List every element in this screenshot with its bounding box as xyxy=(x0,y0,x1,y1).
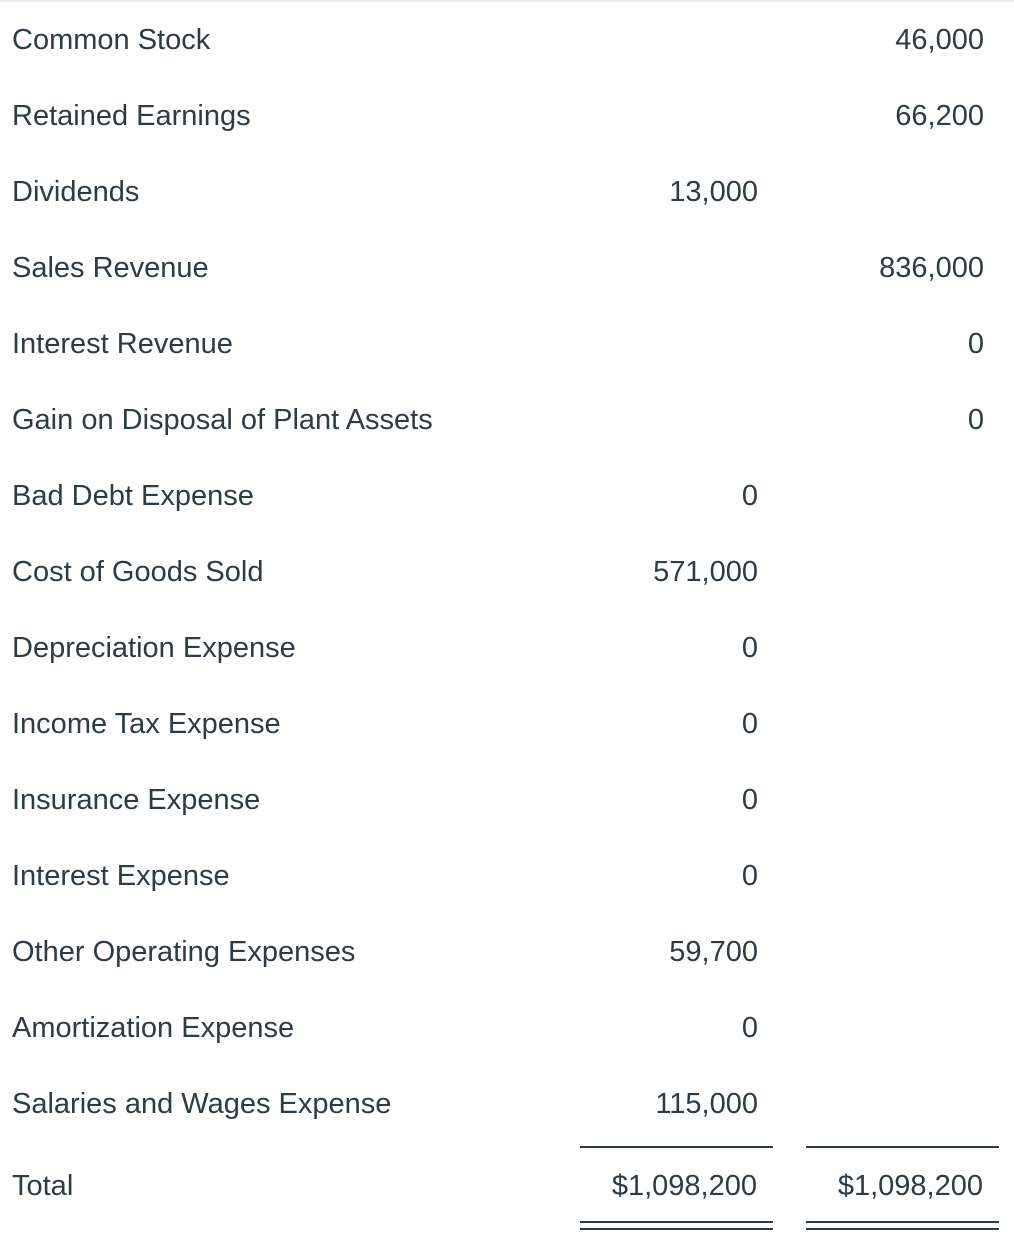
account-name: Bad Debt Expense xyxy=(12,480,254,512)
table-row: Amortization Expense 0 xyxy=(0,994,1014,1070)
table-row: Common Stock 46,000 xyxy=(0,6,1014,82)
total-debit-cell: $1,098,200 xyxy=(580,1146,773,1230)
table-row: Depreciation Expense 0 xyxy=(0,614,1014,690)
account-name: Insurance Expense xyxy=(12,784,261,816)
table-row: Interest Revenue 0 xyxy=(0,310,1014,386)
table-row: Other Operating Expenses 59,700 xyxy=(0,918,1014,994)
debit-amount: 0 xyxy=(741,1012,758,1044)
table-row: Retained Earnings 66,200 xyxy=(0,82,1014,158)
account-name: Other Operating Expenses xyxy=(12,936,356,968)
debit-amount: 0 xyxy=(741,480,758,512)
debit-amount: 0 xyxy=(741,784,758,816)
trial-balance-table: Common Stock 46,000 Retained Earnings 66… xyxy=(0,6,1014,1146)
account-name: Cost of Goods Sold xyxy=(12,556,264,588)
debit-amount: 0 xyxy=(741,632,758,664)
debit-amount: 13,000 xyxy=(669,176,758,208)
table-row: Salaries and Wages Expense 115,000 xyxy=(0,1070,1014,1146)
debit-amount: 571,000 xyxy=(653,556,758,588)
table-row: Cost of Goods Sold 571,000 xyxy=(0,538,1014,614)
debit-amount: 59,700 xyxy=(669,936,758,968)
account-name: Income Tax Expense xyxy=(12,708,281,740)
credit-amount: 66,200 xyxy=(895,100,984,132)
account-name: Retained Earnings xyxy=(12,100,251,132)
table-row: Interest Expense 0 xyxy=(0,842,1014,918)
total-label: Total xyxy=(12,1170,74,1202)
double-underline xyxy=(580,1221,773,1230)
credit-amount: 836,000 xyxy=(879,252,984,284)
debit-amount: 0 xyxy=(741,708,758,740)
double-underline xyxy=(806,1221,999,1230)
account-name: Interest Expense xyxy=(12,860,230,892)
debit-amount: 0 xyxy=(741,860,758,892)
total-debit-amount: $1,098,200 xyxy=(611,1170,757,1202)
table-row: Income Tax Expense 0 xyxy=(0,690,1014,766)
table-row: Bad Debt Expense 0 xyxy=(0,462,1014,538)
total-credit-cell: $1,098,200 xyxy=(806,1146,999,1230)
total-row: Total $1,098,200 $1,098,200 xyxy=(0,1146,1014,1230)
account-name: Amortization Expense xyxy=(12,1012,295,1044)
total-credit-amount: $1,098,200 xyxy=(837,1170,983,1202)
table-row: Sales Revenue 836,000 xyxy=(0,234,1014,310)
account-name: Interest Revenue xyxy=(12,328,233,360)
account-name: Depreciation Expense xyxy=(12,632,296,664)
account-name: Sales Revenue xyxy=(12,252,209,284)
table-row: Dividends 13,000 xyxy=(0,158,1014,234)
debit-amount: 115,000 xyxy=(655,1088,758,1120)
top-divider xyxy=(0,0,1014,2)
account-name: Dividends xyxy=(12,176,140,208)
credit-amount: 46,000 xyxy=(895,24,984,56)
credit-amount: 0 xyxy=(967,404,984,436)
account-name: Common Stock xyxy=(12,24,211,56)
account-name: Salaries and Wages Expense xyxy=(12,1088,392,1120)
table-row: Insurance Expense 0 xyxy=(0,766,1014,842)
credit-amount: 0 xyxy=(967,328,984,360)
account-name: Gain on Disposal of Plant Assets xyxy=(12,404,433,436)
table-row: Gain on Disposal of Plant Assets 0 xyxy=(0,386,1014,462)
